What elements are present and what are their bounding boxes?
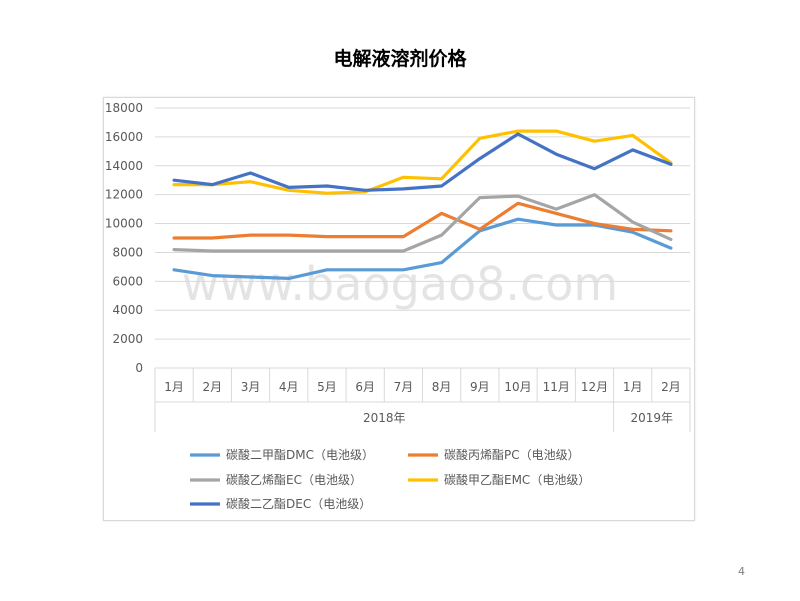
y-tick-label: 10000 [105, 217, 143, 231]
x-tick-label: 3月 [241, 380, 261, 394]
y-tick-label: 8000 [112, 245, 143, 259]
legend-label: 碳酸二乙酯DEC（电池级） [226, 496, 371, 511]
series-line-3 [172, 193, 673, 253]
x-tick-label: 10月 [504, 380, 531, 394]
y-tick-label: 4000 [112, 303, 143, 317]
legend-label: 碳酸丙烯酯PC（电池级） [444, 447, 580, 462]
x-tick-label: 6月 [355, 380, 375, 394]
watermark-text: www.baogao8.com [182, 257, 618, 311]
x-tick-label: 1月 [623, 380, 643, 394]
x-tick-label: 4月 [279, 380, 299, 394]
y-tick-label: 0 [135, 361, 143, 375]
x-tick-label: 1月 [164, 380, 184, 394]
x-tick-label: 12月 [581, 380, 608, 394]
y-tick-label: 16000 [105, 130, 143, 144]
x-tick-label: 11月 [543, 380, 570, 394]
x-tick-label: 7月 [394, 380, 414, 394]
x-tick-label: 2月 [661, 380, 681, 394]
legend-label: 碳酸二甲酯DMC（电池级） [226, 447, 374, 462]
y-tick-label: 18000 [105, 101, 143, 115]
year-group-label: 2019年 [631, 411, 674, 425]
x-tick-label: 9月 [470, 380, 490, 394]
legend-label: 碳酸乙烯酯EC（电池级） [226, 472, 362, 487]
series-line-4 [172, 129, 673, 195]
legend-label: 碳酸甲乙酯EMC（电池级） [444, 472, 590, 487]
y-tick-label: 12000 [105, 188, 143, 202]
chart-frame [103, 97, 695, 521]
y-tick-label: 14000 [105, 159, 143, 173]
x-tick-label: 8月 [432, 380, 452, 394]
series-line-5 [172, 132, 673, 192]
series-line-2 [172, 201, 673, 240]
y-tick-label: 2000 [112, 332, 143, 346]
x-tick-label: 2月 [203, 380, 223, 394]
y-tick-label: 6000 [112, 274, 143, 288]
page-number: 4 [738, 565, 745, 578]
x-tick-label: 5月 [317, 380, 337, 394]
series-line-1 [172, 217, 673, 280]
chart-title: 电解液溶剂价格 [333, 48, 467, 70]
year-group-label: 2018年 [363, 411, 406, 425]
